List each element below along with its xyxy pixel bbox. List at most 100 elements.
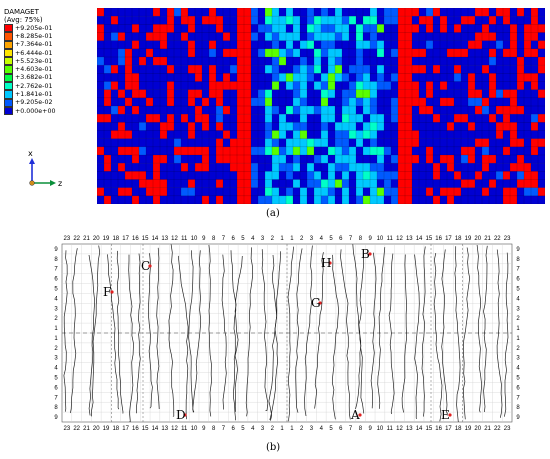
contour-cell	[202, 163, 210, 172]
contour-cell	[125, 187, 133, 197]
bottom-column-number: 9	[202, 426, 206, 432]
contour-cell	[377, 171, 385, 180]
contour-cell	[293, 114, 301, 123]
contour-cell	[139, 122, 147, 131]
contour-cell	[391, 65, 399, 74]
contour-cell	[433, 130, 441, 139]
contour-cell	[482, 106, 490, 115]
contour-cell	[426, 155, 434, 164]
contour-cell	[405, 187, 413, 197]
contour-cell	[188, 130, 196, 139]
top-column-number: 15	[426, 236, 433, 242]
contour-cell	[111, 40, 119, 50]
top-column-number: 4	[320, 236, 324, 242]
contour-cell	[174, 40, 182, 50]
contour-cell	[405, 16, 413, 25]
contour-cell	[279, 24, 287, 33]
contour-cell	[230, 195, 238, 204]
crack-line	[192, 250, 202, 413]
contour-cell	[524, 195, 532, 204]
contour-cell	[447, 73, 455, 82]
contour-cell	[454, 146, 462, 156]
contour-cell	[475, 40, 483, 50]
contour-cell	[251, 73, 259, 82]
axis-triad: x z	[28, 150, 62, 188]
contour-cell	[419, 89, 427, 99]
contour-cell	[139, 138, 147, 148]
contour-cell	[461, 24, 469, 33]
contour-cell	[265, 89, 273, 99]
contour-cell	[496, 106, 504, 115]
contour-cell	[223, 187, 231, 197]
contour-cell	[419, 106, 427, 115]
contour-cell	[160, 179, 168, 188]
legend-row: +9.205e-02	[4, 98, 70, 107]
contour-cell	[538, 171, 545, 180]
contour-cell	[349, 106, 357, 115]
contour-cell	[279, 146, 287, 156]
crack-line	[128, 254, 134, 423]
contour-cell	[461, 97, 469, 107]
contour-cell	[384, 65, 392, 74]
contour-cell	[398, 65, 406, 74]
contour-cell	[342, 187, 350, 197]
contour-cell	[510, 97, 518, 107]
contour-cell	[363, 24, 371, 33]
contour-cell	[377, 114, 385, 123]
contour-cell	[237, 89, 245, 99]
contour-cell	[398, 171, 406, 180]
contour-cell	[517, 65, 525, 74]
contour-cell	[468, 155, 476, 164]
contour-cell	[356, 65, 364, 74]
contour-cell	[363, 146, 371, 156]
contour-cell	[300, 130, 308, 139]
contour-cell	[216, 97, 224, 107]
contour-cell	[377, 138, 385, 148]
contour-cell	[321, 16, 329, 25]
contour-cell	[531, 187, 539, 197]
contour-cell	[405, 24, 413, 33]
contour-cell	[468, 106, 476, 115]
contour-cell	[447, 179, 455, 188]
top-column-number: 4	[251, 236, 255, 242]
contour-cell	[454, 114, 462, 123]
legend-value: +2.762e-01	[15, 82, 53, 90]
contour-cell	[531, 130, 539, 139]
contour-cell	[468, 89, 476, 99]
right-row-number: 4	[516, 366, 520, 372]
contour-cell	[195, 8, 203, 17]
contour-cell	[153, 171, 161, 180]
contour-cell	[335, 155, 343, 164]
contour-cell	[202, 8, 210, 17]
contour-cell	[174, 73, 182, 82]
contour-cell	[440, 114, 448, 123]
contour-cell	[174, 138, 182, 148]
contour-cell	[405, 155, 413, 164]
contour-cell	[286, 65, 294, 74]
contour-cell	[363, 65, 371, 74]
contour-cell	[328, 187, 336, 197]
bottom-column-number: 16	[435, 426, 442, 432]
contour-cell	[328, 163, 336, 172]
contour-cell	[153, 16, 161, 25]
contour-cell	[426, 57, 434, 66]
contour-cell	[517, 146, 525, 156]
marker-point-e	[448, 413, 452, 417]
contour-cell	[118, 48, 126, 58]
contour-cell	[195, 163, 203, 172]
contour-cell	[223, 8, 231, 17]
contour-cell	[118, 40, 126, 50]
contour-cell	[496, 32, 504, 41]
contour-cell	[447, 65, 455, 74]
contour-cell	[244, 89, 252, 99]
contour-cell	[104, 8, 112, 17]
contour-cell	[258, 195, 266, 204]
contour-cell	[531, 57, 539, 66]
contour-cell	[174, 16, 182, 25]
contour-cell	[377, 195, 385, 204]
contour-cell	[538, 65, 545, 74]
contour-cell	[328, 122, 336, 131]
contour-cell	[370, 40, 378, 50]
contour-cell	[230, 40, 238, 50]
contour-cell	[118, 163, 126, 172]
